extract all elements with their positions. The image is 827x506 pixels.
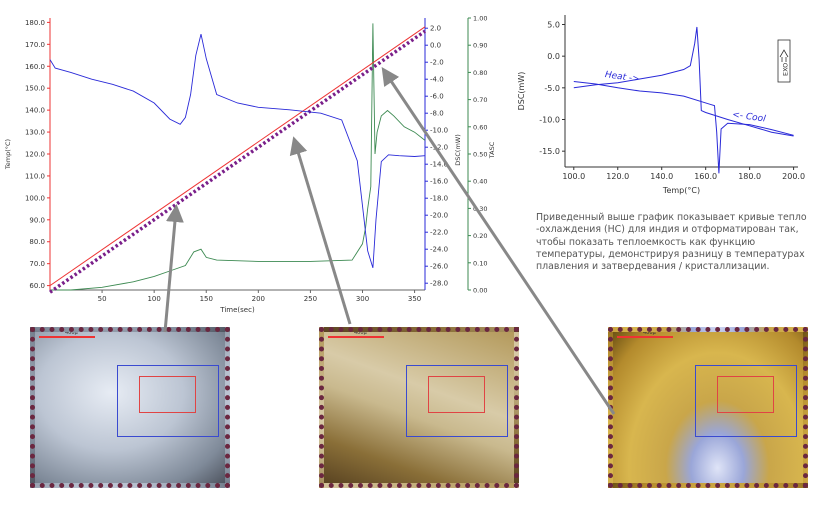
cool-curve [573, 81, 794, 174]
dsc-tick-label: -28.0 [430, 280, 448, 288]
micrograph-melting[interactable]: 400μ [319, 327, 519, 488]
tasc-tick-label: 1.00 [473, 15, 487, 23]
left-tick-label: 160.0 [25, 63, 45, 71]
dsc-tick-label: -24.0 [430, 246, 448, 254]
scale-bar [328, 336, 384, 338]
inset-y-axis-title: DSC(mW) [517, 72, 526, 111]
dsc-tick-label: -6.0 [430, 93, 444, 101]
cool-annotation: <- Cool [732, 110, 767, 125]
inset-x-tick-label: 160.0 [694, 172, 717, 181]
inset-x-tick-label: 120.0 [606, 172, 629, 181]
left-tick-label: 90.0 [29, 216, 45, 224]
dsc-tick-label: -18.0 [430, 195, 448, 203]
inset-y-tick-label: -10.0 [539, 116, 560, 125]
scale-label: 400μ [354, 330, 367, 336]
sample-temperature-line [49, 29, 426, 294]
tasc-tick-label: 0.00 [473, 287, 487, 295]
tasc-tick-label: 0.70 [473, 96, 487, 104]
tasc-tick-label: 0.80 [473, 69, 487, 77]
dsc-tick-label: -2.0 [430, 59, 444, 67]
dsc-tick-label: -10.0 [430, 127, 448, 135]
micrograph-liquid[interactable]: 400μ [608, 327, 808, 488]
tasc-tick-label: 0.60 [473, 123, 487, 131]
tasc-tick-label: 0.50 [473, 151, 487, 159]
x-tick-label: 200 [252, 295, 265, 303]
scale-label: 400μ [643, 330, 656, 336]
inset-dsc-chart: 100.0 120.0 140.0 160.0 180.0 200.0 5.0 0.0 -5.0… [517, 15, 805, 195]
heat-annotation: Heat -> [604, 70, 640, 85]
dsc-tick-label: -12.0 [430, 144, 448, 152]
left-tick-label: 180.0 [25, 19, 45, 27]
tasc-axis-title: TASC [488, 141, 496, 159]
inset-y-tick-label: 0.0 [547, 52, 560, 61]
exo-box [777, 39, 791, 83]
dsc-curve [49, 33, 426, 269]
roi-inner-box [428, 376, 485, 413]
roi-outer-box [695, 365, 797, 437]
temperature-program-line [49, 26, 426, 287]
left-tick-label: 120.0 [25, 151, 45, 159]
main-dsc-chart: 50 100 150 200 250 300 350 60.0 70.0 80.0 90.0 100.… [4, 15, 496, 315]
tasc-tick-label: 0.40 [473, 178, 487, 186]
exo-label: EXO [782, 63, 790, 76]
left-tick-label: 100.0 [25, 194, 45, 202]
left-tick-label: 110.0 [25, 172, 45, 180]
roi-inner-box [139, 376, 196, 413]
inset-x-tick-label: 140.0 [650, 172, 673, 181]
scale-bar [39, 336, 95, 338]
x-tick-label: 150 [200, 295, 213, 303]
x-tick-label: 250 [304, 295, 317, 303]
left-tick-label: 70.0 [29, 260, 45, 268]
x-tick-label: 100 [147, 295, 160, 303]
dsc-tick-label: -8.0 [430, 110, 444, 118]
left-tick-label: 80.0 [29, 238, 45, 246]
micrograph-solid[interactable]: 400μ [30, 327, 230, 488]
dsc-tick-label: -20.0 [430, 212, 448, 220]
inset-x-tick-label: 200.0 [782, 172, 805, 181]
dsc-tick-label: -4.0 [430, 76, 444, 84]
tasc-tick-label: 0.20 [473, 232, 487, 240]
x-tick-label: 50 [98, 295, 107, 303]
dsc-tick-label: 0.0 [430, 42, 441, 50]
dsc-tick-label: -16.0 [430, 178, 448, 186]
x-tick-label: 350 [408, 295, 421, 303]
left-tick-label: 130.0 [25, 129, 45, 137]
scale-label: 400μ [65, 330, 78, 336]
tasc-tick-label: 0.30 [473, 205, 487, 213]
x-axis-title: Time(sec) [219, 306, 255, 314]
inset-y-tick-label: 5.0 [547, 21, 560, 30]
tasc-tick-label: 0.90 [473, 42, 487, 50]
dsc-tick-label: -14.0 [430, 161, 448, 169]
left-axis-title: Temp(°C) [4, 139, 12, 170]
dsc-tick-label: 2.0 [430, 25, 441, 33]
heat-curve [573, 26, 794, 137]
inset-x-tick-label: 180.0 [738, 172, 761, 181]
inset-x-tick-label: 100.0 [562, 172, 585, 181]
roi-outer-box [117, 365, 219, 437]
exo-indicator: EXO [777, 39, 791, 83]
exo-up-arrow-icon [779, 49, 789, 62]
inset-y-tick-label: -5.0 [544, 84, 560, 93]
roi-inner-box [717, 376, 774, 413]
x-tick-label: 300 [356, 295, 369, 303]
inset-y-tick-label: -15.0 [539, 147, 560, 156]
dsc-axis-title: DSC(mW) [454, 134, 462, 166]
dsc-tick-label: -26.0 [430, 263, 448, 271]
dsc-tick-label: -22.0 [430, 229, 448, 237]
tasc-tick-label: 0.10 [473, 259, 487, 267]
left-tick-label: 150.0 [25, 85, 45, 93]
left-tick-label: 140.0 [25, 107, 45, 115]
inset-x-axis-title: Temp(°C) [662, 186, 700, 195]
left-tick-label: 170.0 [25, 41, 45, 49]
scale-bar [617, 336, 673, 338]
description-text: Приведенный выше график показывает кривы… [536, 212, 807, 273]
left-tick-label: 60.0 [29, 282, 45, 290]
